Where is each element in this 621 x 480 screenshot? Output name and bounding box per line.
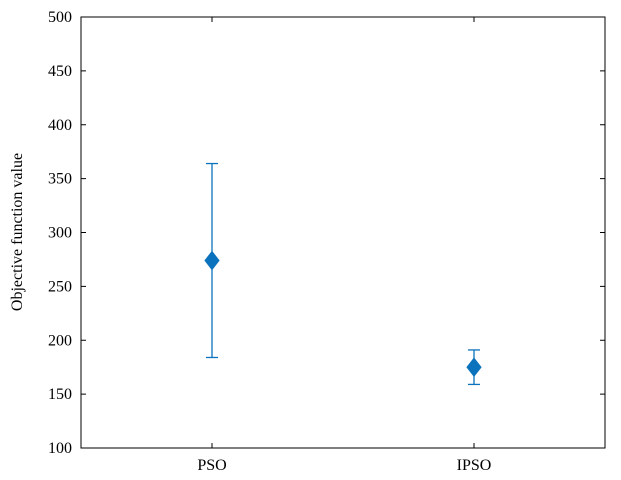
y-tick-label: 250 (48, 278, 72, 295)
x-axis: PSO IPSO (197, 17, 491, 474)
y-axis-label: Objective function value (9, 153, 26, 311)
x-tick-label: PSO (197, 457, 226, 474)
plot-area-frame (80, 16, 606, 449)
x-tick-label: IPSO (457, 457, 492, 474)
y-tick-label: 100 (48, 440, 72, 457)
data-point-marker (204, 250, 220, 271)
y-tick-label: 500 (48, 9, 72, 26)
y-tick-label: 450 (48, 63, 72, 80)
y-tick-label: 350 (48, 171, 72, 188)
data-point-marker (466, 357, 482, 378)
y-tick-label: 150 (48, 386, 72, 403)
y-tick-label: 200 (48, 332, 72, 349)
y-axis: 100 150 200 250 300 350 400 450 500 (48, 9, 605, 457)
y-tick-label: 400 (48, 117, 72, 134)
error-bar-series (204, 162, 482, 386)
y-tick-label: 300 (48, 225, 72, 242)
